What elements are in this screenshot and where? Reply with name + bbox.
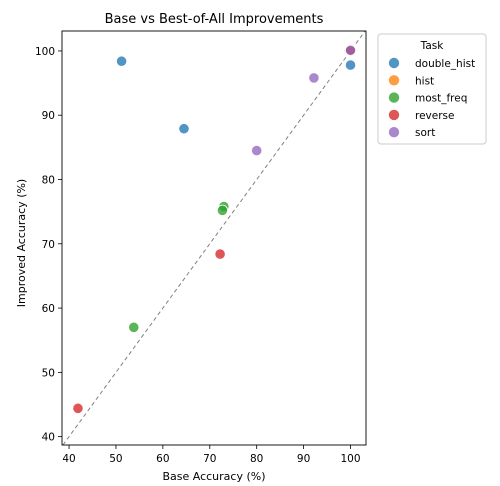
legend-marker-sort [388, 127, 400, 138]
data-point-double_hist [178, 123, 190, 135]
x-tick-label: 100 [340, 453, 360, 465]
data-point-sort [308, 72, 320, 84]
chart-title: Base vs Best-of-All Improvements [105, 12, 324, 27]
legend-label-double_hist: double_hist [415, 58, 475, 70]
legend-label-most_freq: most_freq [415, 93, 467, 105]
x-tick-label: 70 [203, 453, 216, 465]
x-tick-label: 50 [109, 453, 122, 465]
data-point-sort [251, 144, 263, 157]
data-point-most_freq [216, 204, 229, 216]
x-tick-label: 80 [250, 453, 263, 465]
legend-label-reverse: reverse [415, 110, 454, 122]
legend-label-hist: hist [415, 75, 434, 87]
legend-marker-double_hist [388, 57, 400, 69]
diagonal-reference-line [62, 30, 366, 446]
y-tick-label: 50 [42, 367, 55, 379]
data-point-reverse [72, 402, 84, 414]
plot-area: 40 50 60 70 80 90 100 40 50 60 70 80 90 100 [35, 30, 367, 465]
x-tick-label: 60 [156, 453, 169, 465]
x-tick-label: 40 [62, 453, 75, 465]
data-point-sort [344, 44, 357, 56]
data-point-most_freq [128, 321, 140, 333]
data-point-double_hist [344, 59, 357, 71]
legend-marker-most_freq [388, 92, 400, 103]
plot-frame [61, 30, 367, 446]
data-point-reverse [214, 248, 226, 260]
y-tick-label: 100 [35, 46, 55, 58]
x-axis-label: Base Accuracy (%) [162, 470, 265, 483]
legend-marker-reverse [388, 109, 400, 121]
data-point-double_hist [115, 55, 128, 67]
legend-marker-hist [388, 75, 400, 86]
y-axis-label: Improved Accuracy (%) [15, 179, 28, 307]
x-tick-label: 90 [297, 453, 310, 465]
legend-title: Task [420, 40, 445, 52]
legend-label-sort: sort [415, 127, 435, 139]
y-tick-label: 60 [42, 303, 55, 315]
legend-box [377, 33, 487, 145]
y-tick-label: 80 [42, 175, 55, 187]
y-tick-label: 70 [42, 239, 55, 251]
y-tick-label: 40 [42, 432, 55, 444]
y-tick-label: 90 [42, 110, 55, 122]
